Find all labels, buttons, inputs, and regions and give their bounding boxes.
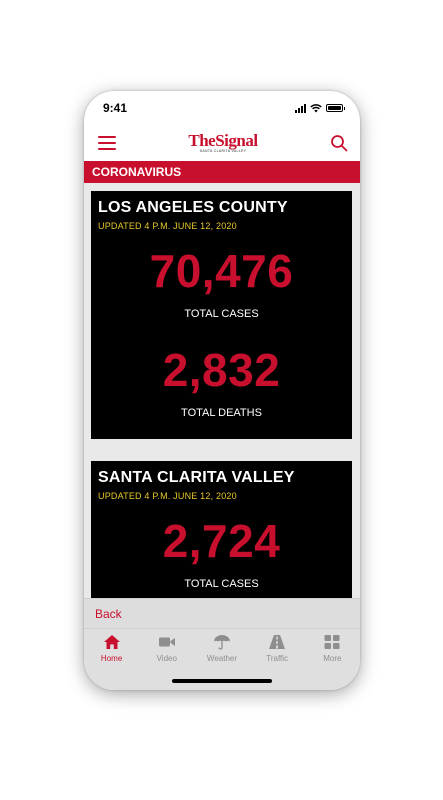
umbrella-icon [213,635,230,650]
tab-label: Weather [206,654,238,663]
tab-video[interactable]: Video [142,634,192,663]
total-cases-label: TOTAL CASES [184,308,259,320]
total-cases-value: 2,724 [162,515,281,567]
app-header: TheSignal SANTA CLARITA VALLEY [84,125,360,161]
tab-more[interactable]: More [307,634,357,663]
wifi-icon [310,103,322,112]
section-title: CORONAVIRUS [92,165,182,179]
video-camera-icon [158,637,175,647]
tab-label: Video [156,654,177,663]
card-updated-timestamp: UPDATED 4 P.M. JUNE 12, 2020 [98,491,237,501]
tab-home[interactable]: Home [87,634,137,663]
road-icon [269,635,286,649]
card-updated-timestamp: UPDATED 4 P.M. JUNE 12, 2020 [98,221,237,231]
tab-traffic[interactable]: Traffic [252,634,302,663]
card-title: SANTA CLARITA VALLEY [98,469,295,486]
battery-icon [326,104,345,112]
status-bar: 9:41 [84,91,360,125]
total-cases-value: 70,476 [149,245,294,297]
section-title-bar: CORONAVIRUS [84,161,360,183]
status-icons [295,103,345,113]
logo-subtitle: SANTA CLARITA VALLEY [199,149,247,154]
tab-label: Traffic [266,654,289,663]
tab-label: Home [100,654,123,663]
logo-text: TheSignal [188,131,258,151]
content-scroll-area[interactable]: LOS ANGELES COUNTY UPDATED 4 P.M. JUNE 1… [84,183,360,598]
la-county-stats-card: LOS ANGELES COUNTY UPDATED 4 P.M. JUNE 1… [91,191,352,439]
search-icon[interactable] [330,134,348,152]
back-button[interactable]: Back [95,606,122,621]
total-deaths-value: 2,832 [162,344,281,396]
grid-icon [324,635,340,649]
home-icon [103,635,120,649]
tab-weather[interactable]: Weather [197,634,247,663]
cellular-signal-icon [295,103,306,113]
home-indicator[interactable] [172,679,272,683]
total-deaths-label: TOTAL DEATHS [181,407,262,419]
status-time: 9:41 [103,101,128,115]
total-cases-label: TOTAL CASES [184,578,259,590]
tab-label: More [323,654,342,663]
phone-frame: 9:41 TheSignal SANTA CLARITA VALLEY CO [84,91,360,690]
back-bar: Back [84,598,360,628]
santa-clarita-stats-card: SANTA CLARITA VALLEY UPDATED 4 P.M. JUNE… [91,461,352,598]
card-title: LOS ANGELES COUNTY [98,199,288,216]
the-signal-logo[interactable]: TheSignal SANTA CLARITA VALLEY [188,131,258,154]
menu-hamburger-icon[interactable] [98,136,116,150]
